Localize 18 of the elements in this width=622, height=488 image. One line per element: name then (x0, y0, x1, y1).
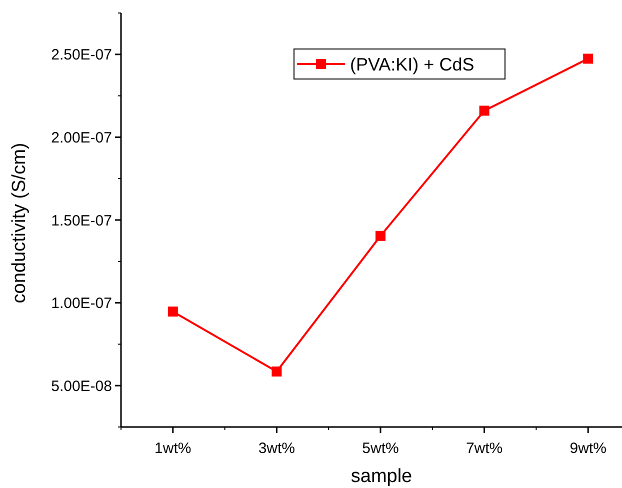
x-tick-label: 7wt% (466, 440, 503, 457)
point (272, 366, 282, 377)
x-axis-title: sample (350, 466, 412, 487)
y-tick-label: 5.00E-08 (51, 378, 112, 395)
y-tick-label: 1.50E-07 (51, 212, 112, 230)
y-axis-title: conductivity (S/cm) (9, 142, 30, 304)
point (479, 106, 490, 116)
y-tick-label: 1.00E-07 (51, 295, 112, 312)
x-tick-label: 5wt% (362, 440, 399, 457)
point (168, 306, 178, 317)
x-tick-label: 1wt% (154, 440, 192, 457)
y-tick-label: 2.50E-07 (51, 46, 112, 64)
x-tick-label: 3wt% (258, 440, 296, 457)
point (583, 54, 594, 64)
x-tick-label: 9wt% (570, 440, 606, 457)
y-tick-label: 2.00E-07 (51, 129, 112, 146)
point (376, 230, 386, 241)
legend-label: (PVA:KI) + CdS (350, 54, 474, 74)
